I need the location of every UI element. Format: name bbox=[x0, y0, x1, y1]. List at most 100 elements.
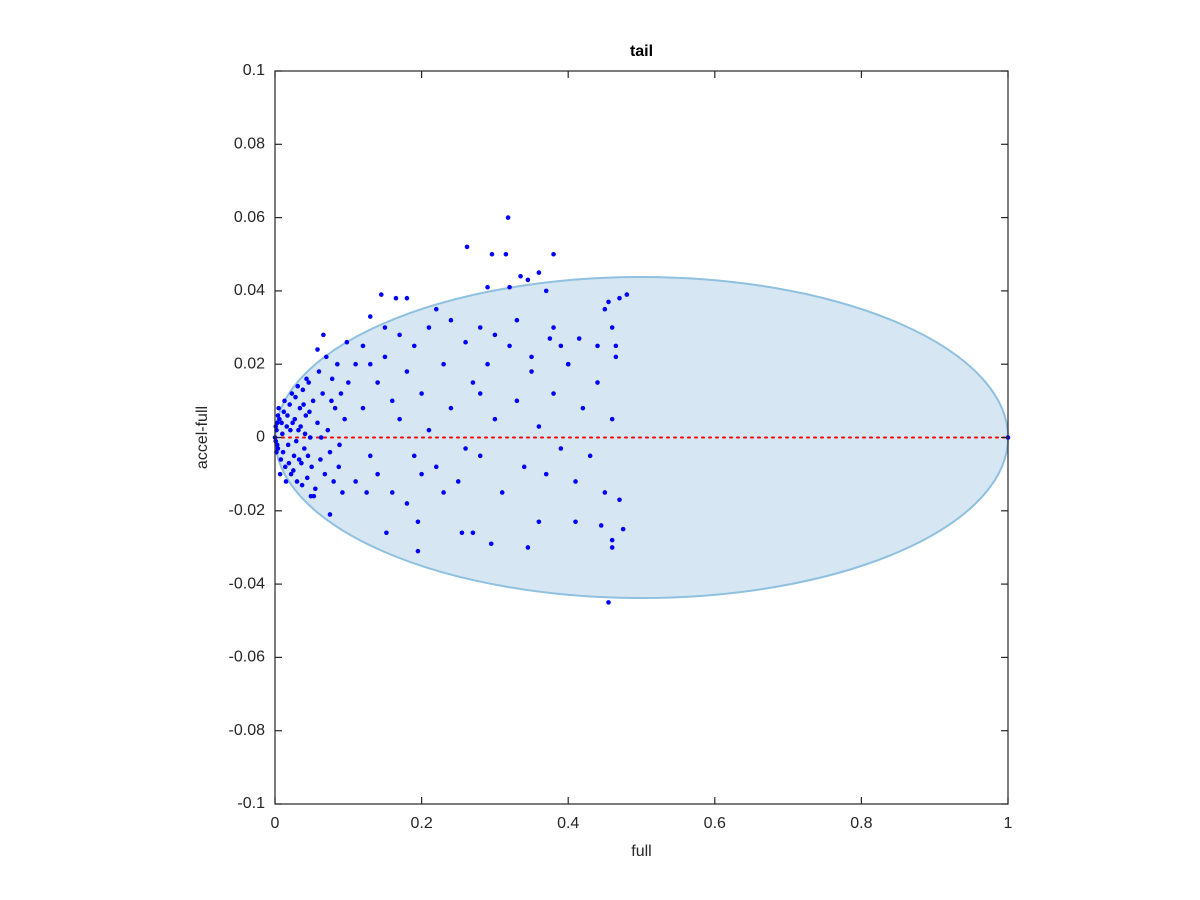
y-tick-label: -0.04 bbox=[229, 575, 266, 592]
data-point bbox=[518, 273, 523, 279]
data-point bbox=[505, 215, 511, 220]
data-point bbox=[551, 391, 556, 396]
data-point bbox=[389, 398, 395, 404]
data-point bbox=[411, 343, 417, 349]
data-point bbox=[551, 325, 556, 330]
data-point bbox=[353, 361, 358, 367]
data-point bbox=[306, 380, 312, 385]
data-point bbox=[543, 288, 549, 294]
data-point bbox=[367, 361, 373, 367]
data-point bbox=[276, 405, 281, 411]
data-point bbox=[617, 497, 622, 503]
data-point bbox=[322, 471, 328, 477]
data-point bbox=[551, 251, 556, 257]
data-point bbox=[360, 343, 366, 349]
data-point bbox=[293, 394, 298, 400]
data-point bbox=[488, 541, 494, 547]
data-point bbox=[284, 424, 290, 429]
y-tick-label: -0.08 bbox=[229, 722, 266, 739]
data-point bbox=[609, 416, 615, 422]
data-point bbox=[285, 442, 291, 448]
data-point bbox=[327, 449, 333, 455]
data-point bbox=[470, 530, 476, 536]
data-point bbox=[329, 376, 335, 382]
y-tick-label: 0 bbox=[256, 429, 265, 446]
data-point bbox=[463, 446, 468, 451]
data-point bbox=[318, 457, 323, 462]
y-tick-label: -0.02 bbox=[229, 502, 266, 519]
data-point bbox=[304, 376, 309, 382]
data-point bbox=[485, 361, 490, 367]
data-point bbox=[281, 409, 287, 415]
data-point bbox=[311, 493, 317, 499]
data-point bbox=[514, 317, 520, 323]
data-point bbox=[477, 325, 483, 330]
data-point bbox=[367, 453, 373, 459]
data-point bbox=[318, 435, 324, 440]
data-point bbox=[307, 435, 313, 440]
data-point bbox=[302, 431, 308, 437]
data-point bbox=[296, 457, 302, 462]
data-point bbox=[278, 457, 284, 462]
data-point bbox=[279, 420, 284, 426]
data-point bbox=[598, 523, 604, 528]
data-point bbox=[346, 380, 351, 385]
data-point bbox=[433, 306, 439, 312]
data-point bbox=[291, 468, 296, 473]
data-point bbox=[273, 424, 279, 429]
data-point bbox=[397, 416, 402, 422]
data-point bbox=[624, 292, 630, 297]
data-point bbox=[419, 471, 424, 477]
data-point bbox=[331, 479, 336, 484]
data-point bbox=[441, 361, 446, 367]
data-point bbox=[286, 460, 292, 466]
data-point bbox=[360, 405, 366, 411]
data-point bbox=[489, 251, 495, 257]
data-point bbox=[397, 332, 402, 338]
data-point bbox=[290, 420, 295, 426]
data-point bbox=[448, 317, 454, 323]
data-point bbox=[299, 460, 304, 466]
x-tick-label: 0.4 bbox=[557, 815, 579, 832]
data-point bbox=[274, 442, 280, 448]
data-point bbox=[573, 519, 578, 525]
data-point bbox=[384, 530, 389, 536]
data-point bbox=[297, 405, 303, 411]
data-point bbox=[367, 314, 373, 319]
data-point bbox=[382, 325, 388, 330]
data-point bbox=[294, 479, 300, 484]
y-axis-label: accel-full bbox=[194, 406, 211, 469]
data-point bbox=[301, 402, 306, 407]
data-point bbox=[282, 398, 287, 404]
data-point bbox=[300, 387, 306, 393]
data-point bbox=[580, 405, 586, 411]
data-point bbox=[342, 416, 347, 422]
data-point bbox=[606, 299, 611, 305]
data-point bbox=[303, 413, 309, 418]
data-point bbox=[313, 486, 318, 492]
data-point bbox=[337, 442, 342, 448]
data-point bbox=[353, 479, 358, 484]
data-point bbox=[292, 416, 298, 422]
data-point bbox=[310, 398, 316, 404]
data-point bbox=[419, 391, 424, 396]
data-point bbox=[275, 413, 281, 418]
data-point bbox=[525, 277, 531, 283]
y-tick-label: 0.04 bbox=[234, 282, 265, 299]
data-point bbox=[464, 244, 470, 250]
data-point bbox=[536, 519, 542, 525]
data-point bbox=[378, 292, 384, 297]
y-tick-label: 0.02 bbox=[234, 355, 265, 372]
data-point bbox=[332, 405, 338, 411]
data-point bbox=[543, 471, 549, 477]
data-point bbox=[375, 471, 380, 477]
data-point bbox=[293, 438, 299, 444]
data-point bbox=[609, 537, 615, 543]
data-point bbox=[364, 490, 369, 495]
data-point bbox=[324, 354, 329, 360]
data-point bbox=[477, 391, 483, 396]
data-point bbox=[565, 361, 571, 367]
data-point bbox=[536, 424, 542, 429]
data-point bbox=[609, 325, 615, 330]
